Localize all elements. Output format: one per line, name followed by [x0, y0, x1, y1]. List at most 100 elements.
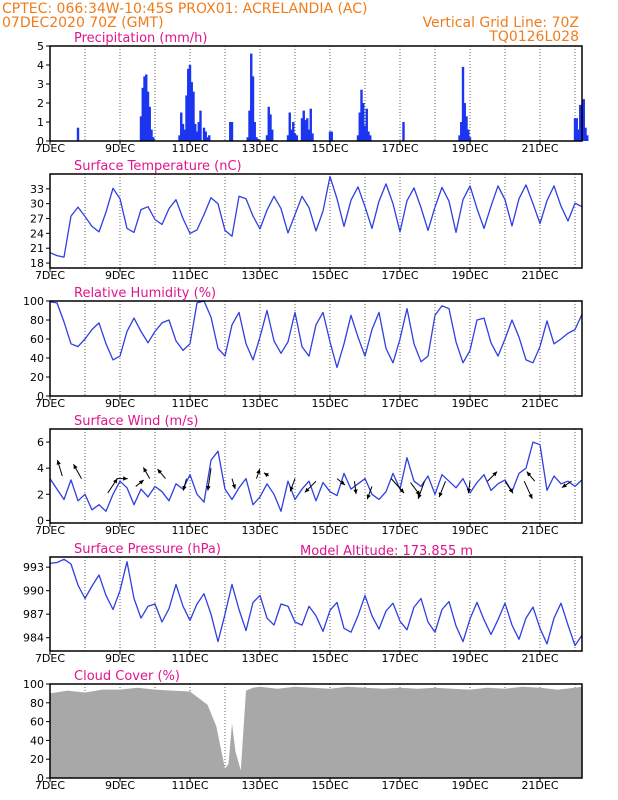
precipitation-bar	[365, 108, 368, 141]
precipitation-bar	[250, 53, 253, 141]
precipitation-bar	[467, 129, 470, 141]
humidity-y-tick-label: 20	[30, 371, 44, 384]
wind-vector-head	[415, 490, 421, 496]
precipitation-bar	[187, 68, 190, 141]
precipitation-y-tick-label: 4	[37, 59, 44, 72]
precipitation-y-tick-label: 0	[37, 135, 44, 148]
precipitation-bar	[76, 127, 80, 141]
precipitation-bar	[183, 129, 186, 141]
wind-vector-head	[143, 467, 148, 473]
humidity-frame	[49, 300, 583, 397]
wind-vector-head	[289, 486, 294, 492]
precipitation-bar	[271, 129, 274, 141]
precipitation-bar	[309, 108, 312, 141]
header-run-date: 07DEC2020 70Z (GMT)	[2, 15, 164, 31]
pressure-title: Surface Pressure (hPa)	[74, 542, 221, 557]
cloud-cover-y-tick-label: 60	[30, 716, 44, 729]
wind-vector-head	[304, 487, 310, 493]
pressure-x-tick-label: 9DEC	[105, 652, 135, 665]
pressure-x-tick-label: 13DEC	[241, 652, 278, 665]
precipitation-bar	[575, 118, 578, 141]
precipitation-y-tick-label: 2	[37, 97, 44, 110]
precipitation-x-tick-label: 7DEC	[35, 142, 65, 155]
humidity-y-tick-label: 0	[37, 390, 44, 403]
precipitation-bar	[269, 114, 272, 141]
wind-title: Surface Wind (m/s)	[74, 414, 198, 429]
panels-group: 0 1 2 3 4 5 7DEC 9DEC 11DEC 13DEC 15DEC 17DEC 19DEC 2…	[23, 31, 589, 792]
wind-panel: 0 2 4 6 7DEC 9DEC 11DEC 13DEC 15DEC 17DEC 19DEC 21D…	[35, 414, 583, 537]
precipitation-bar	[577, 129, 580, 141]
humidity-y-tick-label: 100	[23, 295, 44, 308]
wind-y-tick-label: 2	[37, 488, 44, 501]
precipitation-bar	[194, 123, 197, 141]
wind-vector-head	[366, 494, 371, 500]
cloud-cover-panel: 0 20 40 60 80 100 7DEC 9DEC 11DEC 13DEC 15DEC 17DEC…	[23, 669, 583, 792]
pressure-line	[49, 558, 583, 647]
wind-x-tick-label: 15DEC	[311, 524, 348, 537]
pressure-y-tick-label: 990	[23, 585, 44, 598]
temperature-frame	[49, 173, 583, 269]
precipitation-bar	[265, 135, 269, 141]
figure-header: CPTEC: 066:34W-10:45S PROX01: ACRELANDIA…	[2, 1, 579, 559]
cloud-cover-x-tick-label: 11DEC	[171, 779, 208, 792]
humidity-x-tick-label: 9DEC	[105, 397, 135, 410]
precipitation-bar	[582, 99, 585, 141]
header-location: CPTEC: 066:34W-10:45S PROX01: ACRELANDIA…	[2, 1, 368, 17]
temperature-title: Surface Temperature (nC)	[74, 159, 242, 174]
precipitation-bar	[306, 118, 309, 141]
precipitation-bar	[150, 129, 153, 141]
cloud-cover-x-tick-label: 15DEC	[311, 779, 348, 792]
humidity-x-tick-label: 19DEC	[451, 397, 488, 410]
wind-vector-head	[73, 464, 78, 470]
precipitation-x-tick-label: 13DEC	[241, 142, 278, 155]
temperature-x-tick-label: 9DEC	[105, 269, 135, 282]
model-altitude-label: Model Altitude: 173.855 m	[300, 544, 473, 559]
wind-x-tick-label: 17DEC	[381, 524, 418, 537]
precipitation-bar	[290, 129, 293, 141]
humidity-title: Relative Humidity (%)	[74, 286, 216, 301]
wind-line	[49, 441, 583, 512]
wind-vector-head	[182, 485, 187, 491]
pressure-x-tick-label: 17DEC	[381, 652, 418, 665]
precipitation-bar	[192, 91, 195, 141]
pressure-x-tick-label: 7DEC	[35, 652, 65, 665]
precipitation-bar	[573, 118, 577, 141]
wind-x-tick-label: 21DEC	[521, 524, 558, 537]
pressure-y-tick-label: 987	[23, 608, 44, 621]
precipitation-bar	[300, 118, 304, 141]
temperature-y-tick-label: 18	[30, 257, 44, 270]
humidity-line	[49, 300, 583, 369]
precipitation-bar	[148, 106, 151, 141]
precipitation-bar	[181, 123, 185, 141]
temperature-x-tick-label: 13DEC	[241, 269, 278, 282]
wind-vector-head	[353, 489, 358, 495]
pressure-x-tick-label: 15DEC	[311, 652, 348, 665]
wind-x-tick-label: 11DEC	[171, 524, 208, 537]
humidity-x-tick-label: 11DEC	[171, 397, 208, 410]
wind-vector-head	[56, 460, 61, 465]
wind-vector-head	[263, 472, 269, 478]
precipitation-bar	[330, 131, 333, 141]
temperature-x-tick-label: 19DEC	[451, 269, 488, 282]
temperature-line	[49, 175, 583, 258]
precipitation-title: Precipitation (mm/h)	[74, 31, 207, 46]
precipitation-bar	[460, 122, 463, 141]
cloud-cover-y-tick-label: 100	[23, 678, 44, 691]
humidity-panel: 0 20 40 60 80 100 7DEC 9DEC 11DEC 13DEC 15DEC 17DEC…	[23, 286, 583, 410]
pressure-y-tick-label: 984	[23, 632, 44, 645]
precipitation-bar	[288, 112, 291, 141]
precipitation-bar	[302, 110, 305, 141]
precipitation-bar	[202, 127, 206, 141]
humidity-x-tick-label: 15DEC	[311, 397, 348, 410]
wind-vector-head	[526, 471, 532, 477]
wind-vector-head	[123, 476, 128, 481]
precipitation-bar	[199, 110, 202, 141]
precipitation-bar	[307, 129, 311, 141]
humidity-y-tick-label: 40	[30, 352, 44, 365]
cloud-cover-area	[50, 686, 582, 778]
cloud-cover-x-tick-label: 9DEC	[105, 779, 135, 792]
precipitation-bar	[579, 104, 582, 141]
precipitation-bar	[180, 112, 183, 141]
